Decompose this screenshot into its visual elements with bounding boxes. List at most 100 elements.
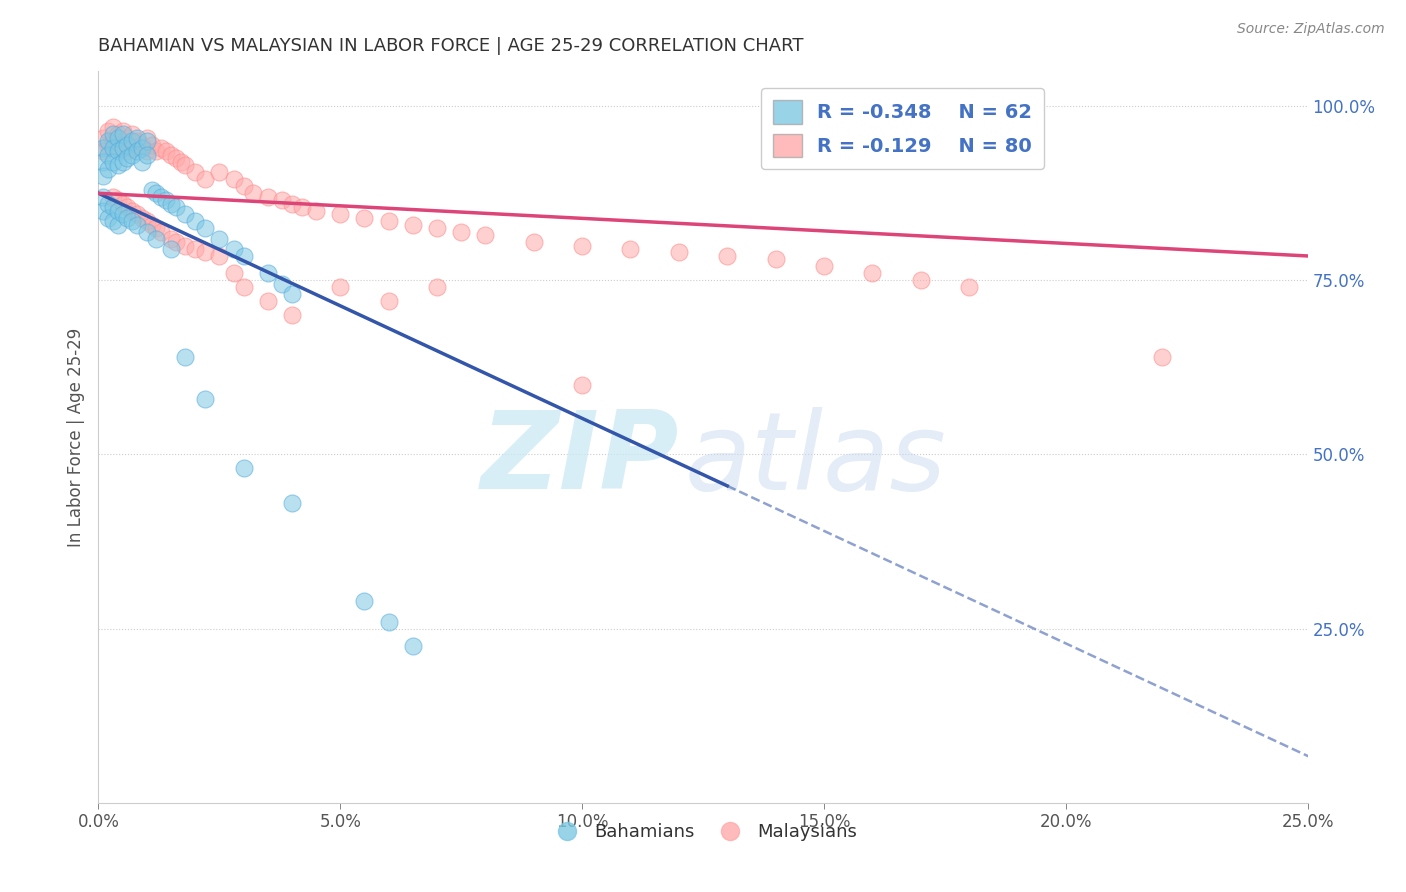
Point: [450, 225, 472, 239]
Point: [232, 461, 254, 475]
Point: [111, 141, 134, 155]
Point: [135, 134, 157, 148]
Point: [91, 130, 114, 145]
Point: [111, 123, 134, 137]
Point: [101, 200, 124, 214]
Point: [97, 123, 120, 137]
Point: [208, 231, 231, 245]
Point: [160, 148, 183, 162]
Text: ZIP: ZIP: [481, 406, 679, 512]
Point: [107, 141, 129, 155]
Point: [107, 193, 129, 207]
Point: [155, 145, 177, 159]
Point: [174, 158, 197, 172]
Point: [107, 158, 129, 172]
Point: [353, 594, 375, 608]
Text: BAHAMIAN VS MALAYSIAN IN LABOR FORCE | AGE 25-29 CORRELATION CHART: BAHAMIAN VS MALAYSIAN IN LABOR FORCE | A…: [98, 37, 804, 54]
Point: [91, 169, 114, 183]
Point: [208, 249, 231, 263]
Point: [232, 280, 254, 294]
Point: [305, 203, 328, 218]
Point: [107, 130, 129, 145]
Point: [174, 350, 197, 364]
Point: [145, 221, 167, 235]
Point: [121, 203, 143, 218]
Point: [117, 130, 139, 145]
Point: [353, 211, 375, 225]
Point: [222, 266, 245, 280]
Point: [426, 280, 449, 294]
Point: [101, 141, 124, 155]
Point: [107, 127, 129, 141]
Point: [184, 242, 207, 256]
Point: [194, 392, 217, 406]
Point: [111, 155, 134, 169]
Point: [377, 615, 399, 629]
Point: [402, 639, 425, 653]
Point: [426, 221, 449, 235]
Point: [194, 172, 217, 186]
Point: [256, 190, 278, 204]
Point: [111, 196, 134, 211]
Point: [957, 280, 980, 294]
Point: [619, 242, 641, 256]
Point: [121, 141, 143, 155]
Point: [111, 127, 134, 141]
Point: [97, 134, 120, 148]
Point: [765, 252, 787, 267]
Point: [910, 273, 932, 287]
Point: [290, 200, 312, 214]
Point: [860, 266, 883, 280]
Point: [155, 193, 177, 207]
Point: [97, 137, 120, 152]
Point: [222, 242, 245, 256]
Point: [281, 196, 304, 211]
Point: [160, 231, 183, 245]
Point: [813, 260, 835, 274]
Point: [716, 249, 738, 263]
Point: [117, 200, 139, 214]
Point: [131, 155, 153, 169]
Point: [523, 235, 546, 249]
Point: [256, 294, 278, 309]
Point: [127, 218, 149, 232]
Point: [91, 145, 114, 159]
Point: [141, 137, 163, 152]
Point: [111, 137, 134, 152]
Point: [101, 190, 124, 204]
Point: [242, 186, 264, 201]
Point: [169, 155, 191, 169]
Point: [91, 190, 114, 204]
Point: [184, 214, 207, 228]
Point: [117, 137, 139, 152]
Legend: Bahamians, Malaysians: Bahamians, Malaysians: [541, 816, 865, 848]
Point: [571, 238, 593, 252]
Point: [150, 225, 173, 239]
Point: [474, 228, 496, 243]
Text: atlas: atlas: [685, 407, 946, 511]
Point: [194, 221, 217, 235]
Point: [232, 179, 254, 194]
Point: [174, 207, 197, 221]
Point: [145, 186, 167, 201]
Point: [160, 242, 183, 256]
Point: [131, 137, 153, 152]
Point: [117, 211, 139, 225]
Point: [111, 207, 134, 221]
Point: [165, 235, 187, 249]
Point: [571, 377, 593, 392]
Point: [165, 200, 187, 214]
Point: [131, 141, 153, 155]
Point: [91, 141, 114, 155]
Point: [107, 203, 129, 218]
Point: [281, 496, 304, 510]
Point: [141, 183, 163, 197]
Point: [97, 196, 120, 211]
Point: [281, 308, 304, 322]
Point: [174, 238, 197, 252]
Point: [329, 207, 352, 221]
Text: Source: ZipAtlas.com: Source: ZipAtlas.com: [1237, 22, 1385, 37]
Point: [141, 218, 163, 232]
Point: [150, 141, 173, 155]
Point: [101, 155, 124, 169]
